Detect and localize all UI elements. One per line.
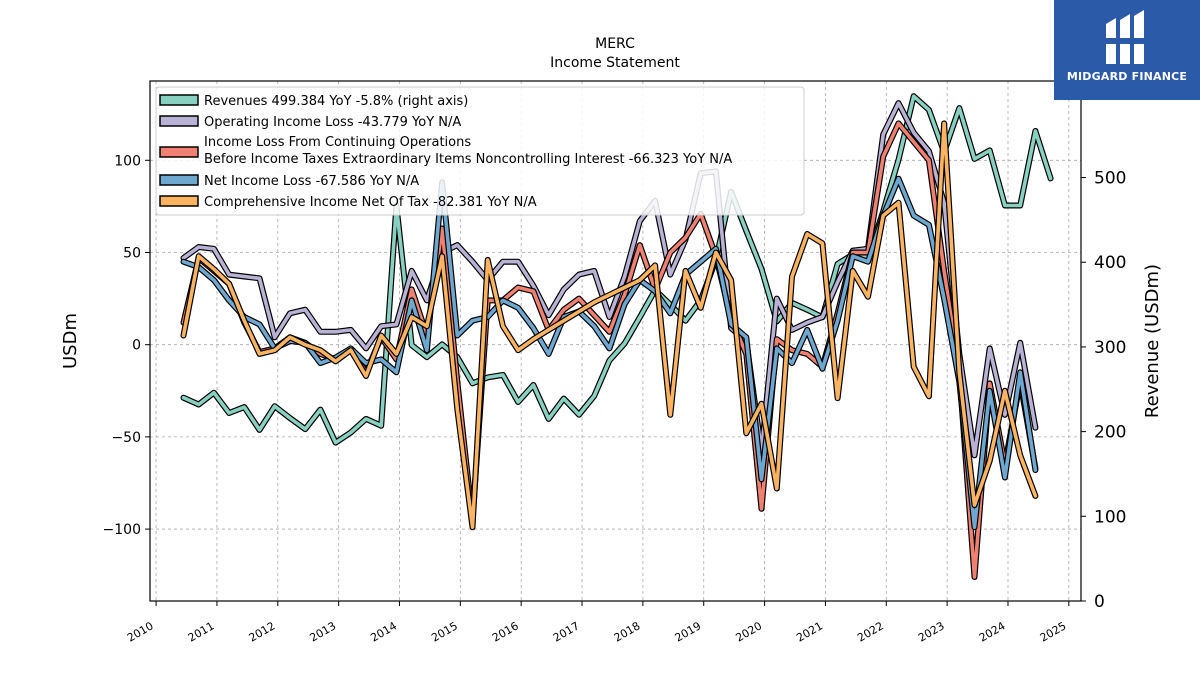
legend-box [155,86,805,216]
legend-swatch [159,195,199,207]
y-right-tick-label: 500 [1094,169,1126,189]
y-axis-right-label: Revenue (USDm) [1142,264,1163,418]
legend-label: Income Loss From Continuing Operations [204,135,471,150]
x-tick-label: 2015 [429,619,460,644]
y-left-tick-label: 50 [123,245,141,261]
legend-label: Revenues 499.384 YoY -5.8% (right axis) [204,94,468,109]
x-tick-label: 2024 [977,619,1008,644]
x-tick-label: 2017 [551,619,582,644]
series-line-3 [181,176,1038,530]
legend-swatch [159,174,199,186]
legend-label: Net Income Loss -67.586 YoY N/A [204,174,419,189]
series-line-4 [181,121,1038,530]
x-tick-label: 2012 [247,619,278,644]
x-tick-label: 2014 [368,619,399,644]
x-tick-label: 2022 [855,619,886,644]
x-tick-label: 2010 [125,619,156,644]
x-tick-label: 2025 [1038,619,1069,644]
x-tick-label: 2016 [490,619,521,644]
legend-swatch [159,146,199,158]
brand-logo: MIDGARD FINANCE [1054,0,1200,100]
y-right-tick-label: 200 [1094,423,1126,443]
x-tick-label: 2020 [733,619,764,644]
x-tick-label: 2013 [308,619,339,644]
series-lines [180,93,1054,580]
y-right-tick-label: 100 [1094,507,1126,527]
legend-label: Before Income Taxes Extraordinary Items … [204,152,732,167]
chart-subtitle: Income Statement [550,55,680,71]
y-right-tick-label: 0 [1094,592,1105,612]
x-tick-label: 2021 [794,619,825,644]
y-right-tick-label: 400 [1094,253,1126,273]
legend: Revenues 499.384 YoY -5.8% (right axis) O… [155,86,805,216]
x-tick-label: 2018 [612,619,643,644]
y-axis-left-label: USDm [60,313,81,369]
y-right-tick-label: 300 [1094,338,1126,358]
x-tick-label: 2023 [916,619,947,644]
legend-label: Operating Income Loss -43.779 YoY N/A [204,115,461,130]
legend-swatch [159,115,199,127]
x-tick-label: 2019 [673,619,704,644]
plot-frame [149,80,1082,602]
series-line-1 [181,101,1038,458]
legend-label: Comprehensive Income Net Of Tax -82.381 … [204,195,537,210]
y-left-tick-label: −50 [111,430,141,446]
chart-title: MERC [595,36,635,52]
y-left-tick-label: 0 [132,338,141,354]
y-left-tick-label: 100 [114,153,141,169]
y-left-tick-label: −100 [103,522,141,538]
axes: 2010 2011 2012 2013 2014 2015 2016 2017 2018 2019… [103,153,1127,644]
brand-name: MIDGARD FINANCE [1066,70,1188,83]
legend-swatch [159,94,199,106]
midgard-logo-icon [1106,10,1144,64]
x-tick-label: 2011 [186,619,217,644]
